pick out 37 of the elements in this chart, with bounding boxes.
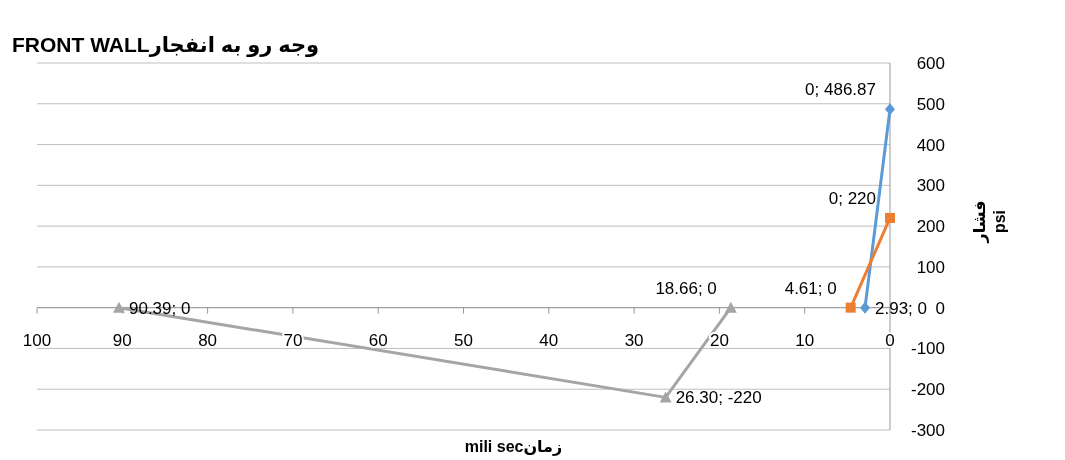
point xyxy=(885,212,895,223)
data-label: 90.39; 0 xyxy=(128,298,191,318)
x-tick-label: 40 xyxy=(539,330,559,350)
x-tick-label: 70 xyxy=(283,330,303,350)
point xyxy=(885,103,895,116)
x-tick-label: 80 xyxy=(198,330,218,350)
x-tick-label: 60 xyxy=(368,330,388,350)
y-tick-label: -300 xyxy=(910,420,945,440)
data-label: 26.30; -220 xyxy=(675,388,762,408)
y-tick-label: 0 xyxy=(935,298,945,318)
data-label: 2.93; 0 xyxy=(875,298,928,318)
y-tick-label: 600 xyxy=(916,53,945,73)
data-label: 4.61; 0 xyxy=(784,278,837,298)
y-tick-label: -200 xyxy=(910,380,945,400)
point xyxy=(845,302,856,313)
chart-title: FRONT WALLوجه رو به انفجار xyxy=(12,33,320,57)
point xyxy=(860,301,871,314)
y-tick-label: 100 xyxy=(916,257,945,277)
point xyxy=(724,301,737,313)
point xyxy=(659,391,672,403)
y-tick-label: 400 xyxy=(916,135,945,155)
x-tick-label: 90 xyxy=(112,330,132,350)
y-tick-label: 500 xyxy=(916,94,945,114)
data-label: 0; 220 xyxy=(828,188,876,208)
data-label: 18.66; 0 xyxy=(655,278,717,298)
data-label: 0; 486.87 xyxy=(805,80,876,100)
point xyxy=(112,301,125,313)
x-tick-label: 50 xyxy=(454,330,473,350)
y-tick-label: -100 xyxy=(910,339,945,359)
x-axis-title: mili secزمان xyxy=(464,438,563,456)
x-tick-label: 10 xyxy=(795,330,815,350)
y-tick-label: 200 xyxy=(916,217,945,237)
x-tick-label: 100 xyxy=(22,330,52,350)
x-tick-label: 30 xyxy=(624,330,644,350)
y-tick-label: 300 xyxy=(916,176,945,196)
x-tick-label: 0 xyxy=(885,330,895,350)
x-tick-label: 20 xyxy=(709,330,729,350)
